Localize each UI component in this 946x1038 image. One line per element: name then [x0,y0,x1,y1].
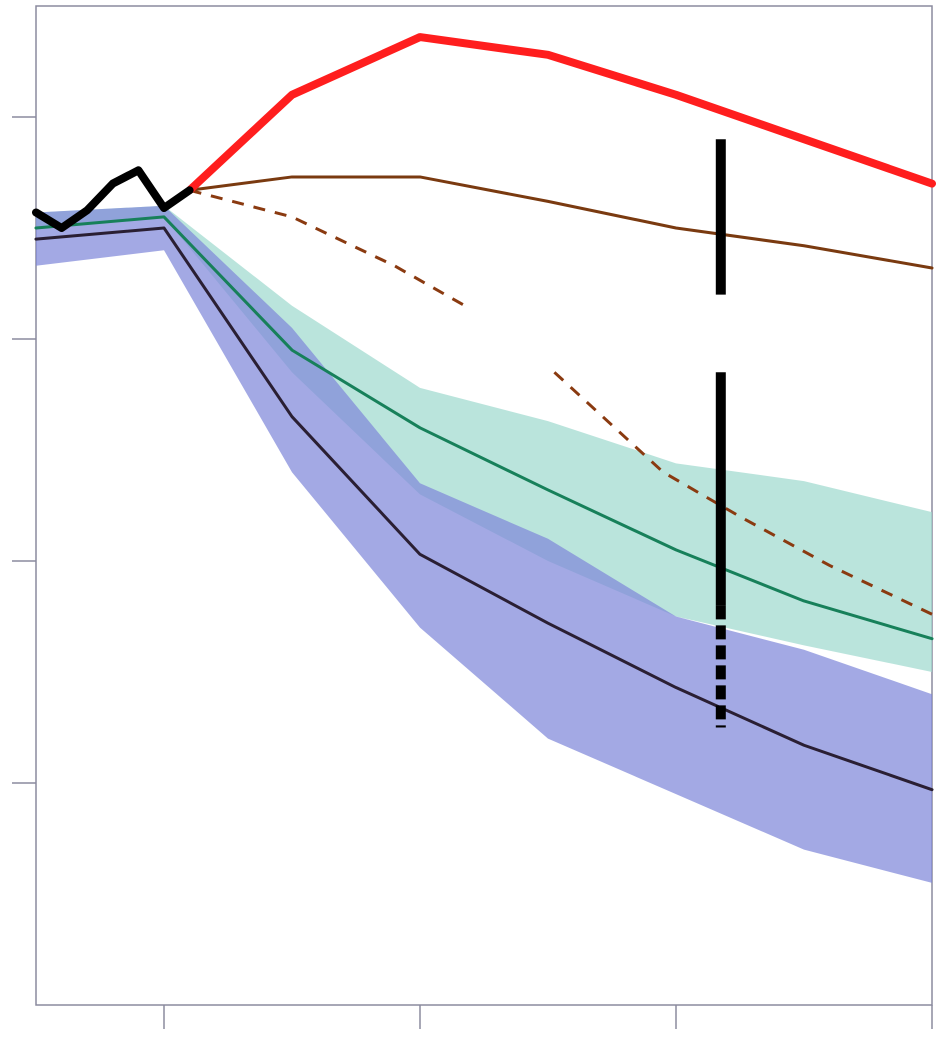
ticks-layer [12,116,933,1029]
bands-layer [36,205,932,883]
series-line-5 [553,371,933,616]
series-line-1 [32,166,194,232]
series-line-6 [34,215,934,641]
lines-layer [32,33,936,792]
series-line-7 [34,226,934,792]
series-line-2 [185,33,936,195]
series-line-3 [188,175,934,270]
band-2 [36,205,932,883]
series-line-4 [189,188,466,308]
